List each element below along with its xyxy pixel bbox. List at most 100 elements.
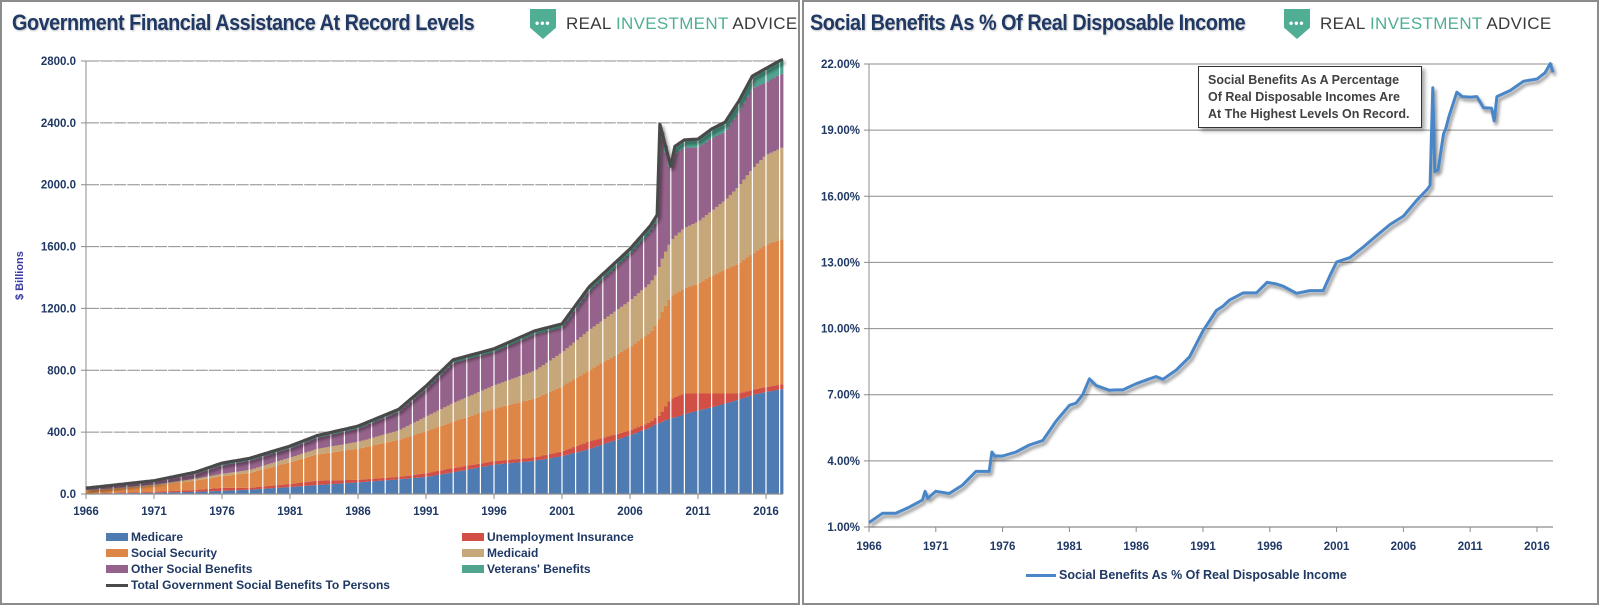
callout-line: Of Real Disposable Incomes Are xyxy=(1208,90,1400,104)
bar-segment-other xyxy=(208,469,213,477)
bar-segment-unemployment xyxy=(215,488,219,492)
bar-segment-unemployment xyxy=(504,460,508,464)
bar-segment-unemployment xyxy=(392,477,396,480)
bar-segment-medicare xyxy=(324,484,328,494)
bar-segment-other xyxy=(198,472,202,478)
bar-segment-medicare xyxy=(422,477,427,494)
bar-segment-social_security xyxy=(460,418,464,467)
bar-segment-social_security xyxy=(341,450,345,481)
bar-segment-other xyxy=(395,412,400,431)
bar-segment-social_security xyxy=(772,241,777,386)
bar-segment-medicaid xyxy=(191,479,196,481)
bar-segment-unemployment xyxy=(664,406,668,421)
legend-item-medicare: Medicare xyxy=(106,530,183,544)
bar-segment-unemployment xyxy=(347,479,352,483)
bar-segment-medicaid xyxy=(211,475,216,478)
y-tick-label: 16.00% xyxy=(821,191,860,203)
bar-segment-medicare xyxy=(395,479,400,494)
bar-segment-medicare xyxy=(208,491,213,494)
bar-segment-other xyxy=(120,485,124,488)
bar-segment-other xyxy=(670,165,675,240)
bar-segment-medicare xyxy=(762,392,767,494)
bar-segment-social_security xyxy=(337,451,342,481)
bar-segment-medicaid xyxy=(436,410,440,428)
bar-segment-medicaid xyxy=(290,457,294,462)
bar-segment-unemployment xyxy=(120,492,124,494)
bar-segment-social_security xyxy=(412,435,417,475)
bar-segment-other xyxy=(276,451,281,462)
bar-segment-other xyxy=(640,241,644,291)
bar-segment-unemployment xyxy=(422,473,427,478)
bar-segment-medicaid xyxy=(188,479,192,482)
y-tick-label: 4.00% xyxy=(827,456,860,468)
bar-segment-medicare xyxy=(313,485,318,494)
y-tick-label: 2000.0 xyxy=(41,180,76,192)
bar-segment-medicaid xyxy=(514,377,519,404)
bar-segment-veterans xyxy=(704,132,709,142)
bar-segment-medicaid xyxy=(337,445,342,452)
bar-segment-unemployment xyxy=(198,489,202,492)
bar-segment-medicaid xyxy=(160,483,165,485)
bar-segment-medicaid xyxy=(708,212,712,277)
bar-segment-other xyxy=(596,283,600,324)
x-tick-label: 1971 xyxy=(141,506,167,518)
bar-segment-social_security xyxy=(592,367,597,441)
bar-segment-social_security xyxy=(541,394,546,456)
bar-segment-other xyxy=(103,486,107,489)
bar-segment-medicare xyxy=(711,406,716,494)
bar-segment-social_security xyxy=(487,410,491,463)
bar-segment-medicare xyxy=(191,491,196,494)
bar-segment-unemployment xyxy=(341,480,345,484)
bar-segment-medicare xyxy=(470,468,474,494)
bar-segment-social_security xyxy=(507,404,512,460)
bar-segment-social_security xyxy=(568,381,573,449)
bar-segment-medicaid xyxy=(208,476,213,479)
bar-segment-medicaid xyxy=(177,480,182,483)
bar-segment-other xyxy=(205,470,209,477)
bar-segment-medicare xyxy=(242,489,247,494)
bar-segment-medicaid xyxy=(657,267,661,320)
legend-item-total: Total Government Social Benefits To Pers… xyxy=(106,578,390,592)
bar-segment-social_security xyxy=(483,411,488,463)
bar-segment-medicare xyxy=(402,478,406,494)
bar-segment-social_security xyxy=(504,405,508,461)
bar-segment-other xyxy=(116,485,121,488)
bar-segment-other xyxy=(259,457,264,467)
bar-segment-other xyxy=(752,87,757,168)
bar-segment-other xyxy=(667,166,672,245)
bar-segment-medicare xyxy=(691,411,695,494)
bar-segment-medicaid xyxy=(500,382,505,407)
bar-segment-other xyxy=(133,483,138,487)
legend-label: Social Benefits As % Of Real Disposable … xyxy=(1059,568,1347,582)
left-stacked-bar-chart: 0.0 400.0 800.0 1200.0 1600.0 2000.0 2400.0 280… xyxy=(41,56,784,518)
bar-segment-social_security xyxy=(106,489,111,493)
bar-segment-medicare xyxy=(337,483,342,494)
bar-segment-other xyxy=(762,83,767,157)
bar-segment-medicaid xyxy=(419,419,423,433)
bar-segment-medicare xyxy=(623,436,627,494)
bar-segment-medicaid xyxy=(283,459,287,464)
bar-segment-other xyxy=(303,442,308,453)
bar-segment-unemployment xyxy=(160,491,165,493)
bar-segment-social_security xyxy=(446,423,451,469)
bar-segment-medicaid xyxy=(674,235,678,294)
bar-segment-medicaid xyxy=(531,371,536,400)
bar-segment-social_security xyxy=(310,455,315,482)
bar-segment-other xyxy=(504,347,508,382)
bar-segment-unemployment xyxy=(222,487,226,491)
bar-segment-medicare xyxy=(293,486,298,494)
bar-segment-social_security xyxy=(596,365,600,440)
bar-segment-medicaid xyxy=(398,429,403,440)
bar-segment-unemployment xyxy=(419,473,423,478)
bar-segment-social_security xyxy=(201,479,206,490)
bar-segment-medicaid xyxy=(174,481,179,483)
legend-swatch xyxy=(106,583,128,587)
bar-segment-medicaid xyxy=(687,225,692,287)
bar-segment-social_security xyxy=(439,425,444,471)
bar-segment-unemployment xyxy=(517,458,522,463)
legend-swatch xyxy=(462,549,484,557)
bar-segment-other xyxy=(330,434,335,447)
bar-segment-social_security xyxy=(364,446,369,480)
bar-segment-medicare xyxy=(310,485,315,494)
bar-segment-social_security xyxy=(463,417,468,467)
